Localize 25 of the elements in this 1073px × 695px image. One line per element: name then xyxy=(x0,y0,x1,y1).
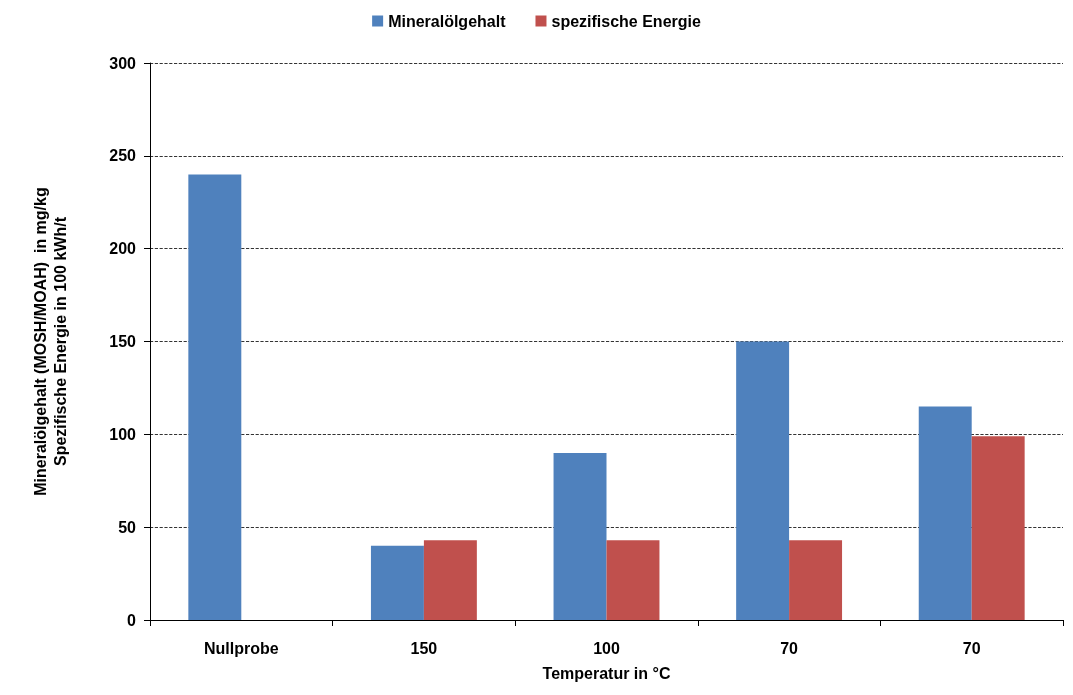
y-tick-label: 50 xyxy=(118,518,137,536)
y-tick-label: 0 xyxy=(127,611,137,629)
bar xyxy=(606,540,660,620)
y-tick-label: 200 xyxy=(109,240,137,258)
bar xyxy=(553,452,607,620)
x-tick-label: 100 xyxy=(593,639,620,657)
y-tick-label: 100 xyxy=(109,425,137,443)
legend-label: spezifische Energie xyxy=(551,12,701,30)
bar xyxy=(789,540,843,620)
x-tick-label: 150 xyxy=(410,639,438,657)
bar xyxy=(918,406,972,620)
x-axis-title: Temperatur in °C xyxy=(542,664,671,682)
bar xyxy=(423,540,477,620)
y-tick-label: 250 xyxy=(109,147,137,165)
legend-label: Mineralölgehalt xyxy=(388,12,507,30)
x-tick-label: Nullprobe xyxy=(203,639,279,657)
bar xyxy=(188,174,242,620)
bar xyxy=(736,341,790,620)
x-tick-label: 70 xyxy=(780,639,799,657)
bar xyxy=(971,436,1025,620)
bar xyxy=(370,545,424,620)
x-tick-label: 70 xyxy=(962,639,981,657)
y-tick-label: 300 xyxy=(109,54,137,72)
y-tick-label: 150 xyxy=(109,333,137,350)
y-axis-title: Mineralölgehalt (MOSH/MOAH) in mg/kg Spezifische Energie in 100 kWh/t xyxy=(31,187,69,496)
